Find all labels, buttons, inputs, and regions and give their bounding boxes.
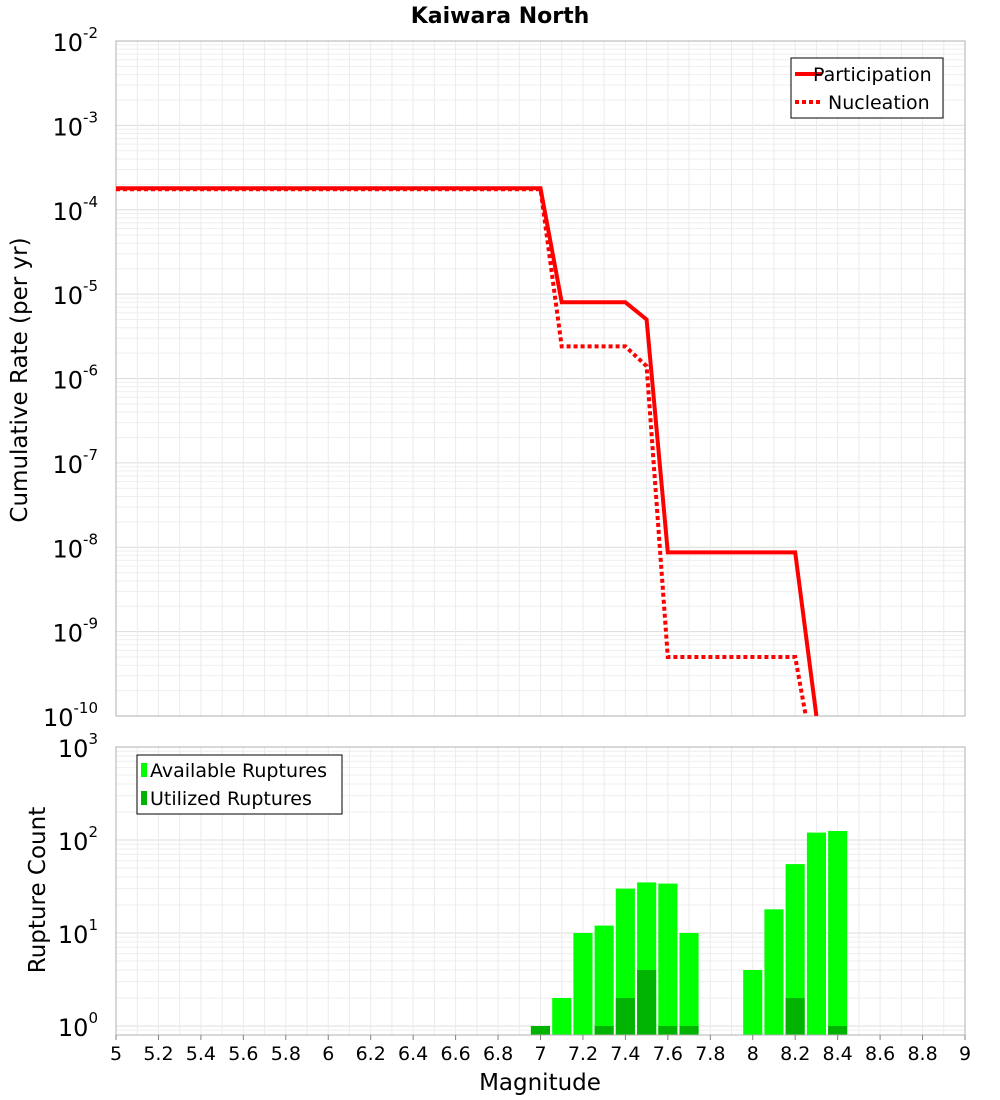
top-y-axis-label: Cumulative Rate (per yr) <box>7 237 33 522</box>
utilized-ruptures-bar <box>785 998 805 1035</box>
available-ruptures-bar <box>806 832 826 1035</box>
x-tick-label: 6.2 <box>356 1043 386 1065</box>
legend-swatch-utilized <box>141 791 147 805</box>
x-tick-label: 5.8 <box>271 1043 301 1065</box>
utilized-ruptures-bar <box>637 970 657 1035</box>
utilized-ruptures-bar <box>828 1026 848 1035</box>
top-y-tick-label: 10-8 <box>52 530 98 563</box>
x-tick-label: 7.2 <box>568 1043 598 1065</box>
available-ruptures-bar <box>743 970 763 1035</box>
x-tick-label: 6.6 <box>440 1043 470 1065</box>
x-axis-label: Magnitude <box>479 1070 601 1096</box>
utilized-ruptures-bar <box>615 998 635 1035</box>
bottom-y-tick-label: 102 <box>58 823 98 856</box>
x-tick-label: 8.2 <box>780 1043 810 1065</box>
top-y-tick-label: 10-10 <box>43 699 98 732</box>
nucleation-line <box>116 187 808 716</box>
available-ruptures-bar <box>658 883 678 1035</box>
x-tick-label: 5.6 <box>228 1043 258 1065</box>
bottom-y-tick-label: 100 <box>58 1009 98 1042</box>
top-y-tick-label: 10-7 <box>52 446 98 479</box>
available-ruptures-bar <box>828 831 848 1035</box>
available-ruptures-bar <box>679 933 699 1035</box>
x-tick-label: 8.4 <box>823 1043 853 1065</box>
x-tick-label: 5 <box>110 1043 122 1065</box>
x-tick-label: 7.6 <box>653 1043 683 1065</box>
legend-label-utilized: Utilized Ruptures <box>150 788 312 810</box>
top-y-tick-label: 10-5 <box>52 277 98 310</box>
bottom-y-axis-label: Rupture Count <box>25 807 51 973</box>
legend-label-nucleation: Nucleation <box>828 92 930 114</box>
top-y-tick-label: 10-6 <box>52 362 98 395</box>
top-legend: Participation Nucleation <box>790 57 944 119</box>
available-ruptures-bar <box>552 998 572 1035</box>
x-tick-label: 6.8 <box>483 1043 513 1065</box>
x-tick-label: 9 <box>959 1043 971 1065</box>
legend-swatch-available <box>141 763 147 777</box>
legend-label-participation: Participation <box>813 64 932 86</box>
top-plot-frame <box>115 40 966 717</box>
x-tick-label: 6 <box>322 1043 334 1065</box>
x-tick-label: 5.2 <box>143 1043 173 1065</box>
top-y-tick-label: 10-2 <box>52 24 98 57</box>
available-ruptures-bar <box>764 909 784 1035</box>
x-tick-label: 8.8 <box>907 1043 937 1065</box>
utilized-ruptures-bar <box>679 1026 699 1035</box>
legend-label-available: Available Ruptures <box>150 760 327 782</box>
bottom-y-tick-label: 101 <box>58 916 98 949</box>
x-tick-label: 8 <box>747 1043 759 1065</box>
x-tick-label: 6.4 <box>398 1043 428 1065</box>
utilized-ruptures-bar <box>658 1026 678 1035</box>
chart-title: Kaiwara North <box>411 4 590 29</box>
x-tick-label: 7 <box>534 1043 546 1065</box>
bottom-legend: Available Ruptures Utilized Ruptures <box>136 754 343 815</box>
x-tick-label: 7.8 <box>695 1043 725 1065</box>
top-gridlines <box>115 41 966 717</box>
available-ruptures-bar <box>573 933 593 1035</box>
available-ruptures-bar <box>785 864 805 1035</box>
x-tick-label: 8.6 <box>865 1043 895 1065</box>
utilized-ruptures-bar <box>530 1026 550 1035</box>
bottom-y-tick-label: 103 <box>58 730 98 763</box>
top-y-tick-label: 10-3 <box>52 108 98 141</box>
x-tick-label: 7.4 <box>610 1043 640 1065</box>
top-y-tick-label: 10-9 <box>52 615 98 648</box>
top-y-tick-label: 10-4 <box>52 193 98 226</box>
available-ruptures-bar <box>594 925 614 1035</box>
x-tick-label: 5.4 <box>186 1043 216 1065</box>
top-legend-box <box>790 57 944 119</box>
bottom-legend-box <box>136 754 343 815</box>
rate-panel: 10-10 10-9 10-8 10-7 10-6 10-5 10-4 10-3 10-2 Par… <box>43 24 966 732</box>
utilized-ruptures-bar <box>594 1026 614 1035</box>
